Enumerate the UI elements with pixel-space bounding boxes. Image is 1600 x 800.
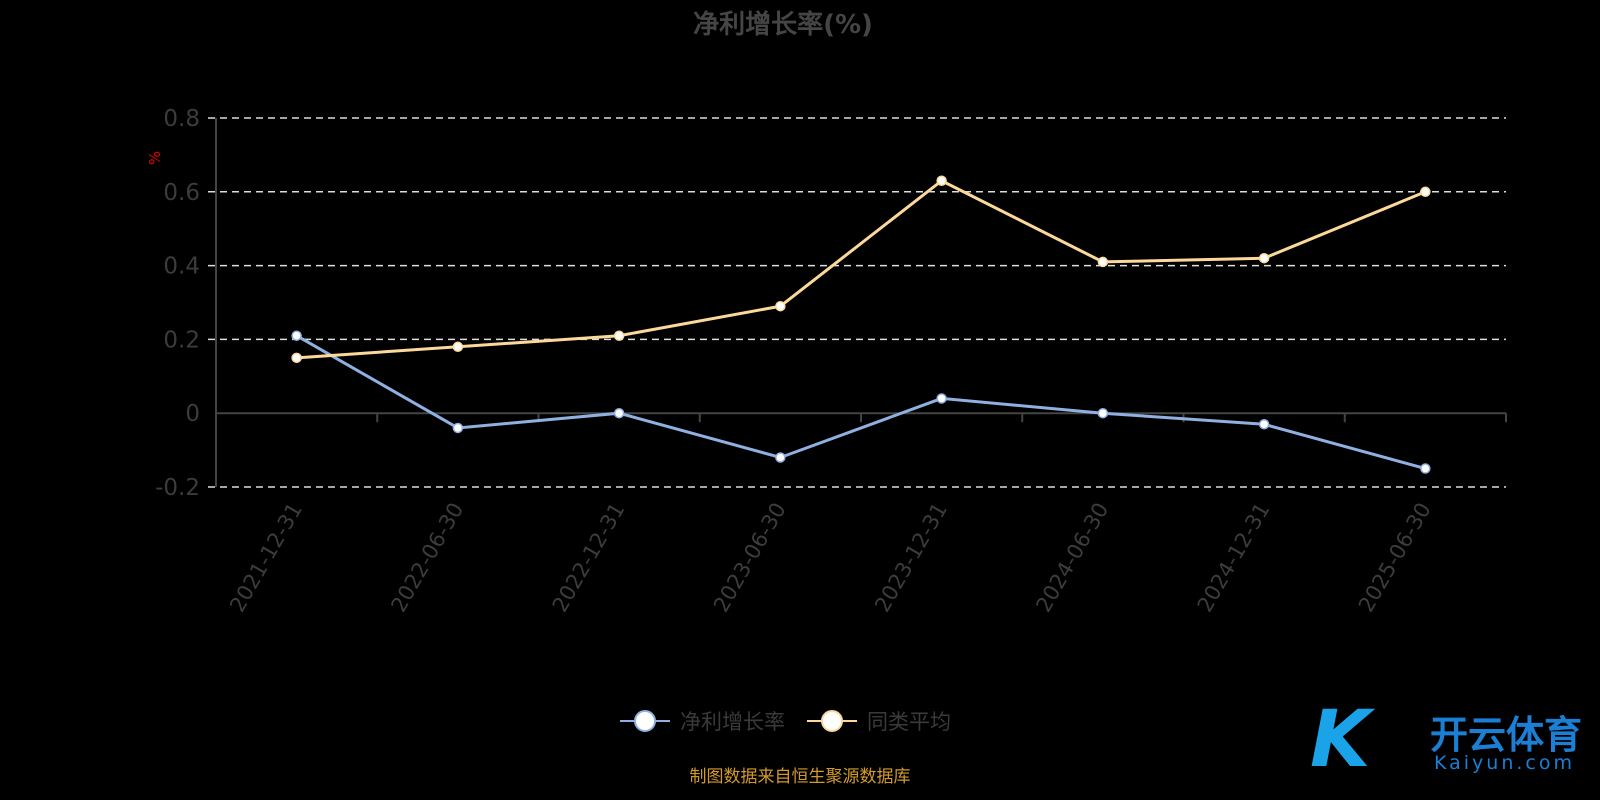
x-tick-label: 2024-06-30 [1031,499,1113,617]
data-point [1258,419,1270,430]
watermark-logo: K 开云体育 Kaiyun.com [1310,698,1590,788]
data-point [613,407,625,419]
data-point [613,330,625,341]
legend-label: 净利增长率 [680,710,785,734]
data-point [1097,407,1109,419]
data-point [775,452,786,463]
data-point [1258,252,1270,264]
data-point [1420,186,1431,198]
y-tick-label: -0.2 [155,475,200,501]
y-tick-label: 0.8 [163,106,200,132]
x-tick-label: 2022-12-31 [548,499,630,617]
series-line-2 [296,178,1426,360]
series-line-1 [295,334,1426,470]
data-point [291,352,302,364]
legend-label: 同类平均 [867,710,951,734]
data-point [936,175,947,186]
y-tick-label: 0.6 [163,180,200,206]
legend: 净利增长率 同类平均 [620,706,951,736]
legend-marker-icon [620,710,670,732]
data-point [936,393,947,404]
x-tick-label: 2022-06-30 [386,499,468,617]
legend-marker-icon [807,710,857,732]
data-source-note: 制图数据来自恒生聚源数据库 [689,767,911,787]
x-tick-label: 2023-12-31 [870,499,952,617]
data-point [775,300,786,312]
logo-k-icon: K [1310,695,1371,785]
x-tick-label: 2024-12-31 [1193,499,1275,617]
chart-title: 净利增长率(%) [693,10,873,40]
logo-text-en: Kaiyun.com [1434,752,1575,774]
data-point [291,330,302,341]
x-tick-label: 2021-12-31 [225,499,307,617]
data-point [452,341,464,353]
y-tick-label: 0 [185,401,200,427]
data-point [1420,463,1431,474]
y-tick-label: 0.2 [163,327,200,353]
data-point [1097,256,1109,268]
legend-item-peer-average[interactable]: 同类平均 [807,706,951,736]
x-tick-label: 2025-06-30 [1354,499,1436,617]
x-tick-label: 2023-06-30 [709,499,791,617]
legend-item-net-profit-growth[interactable]: 净利增长率 [620,706,785,736]
logo-text-cn: 开云体育 [1430,713,1583,757]
y-axis-unit-label: % [146,151,164,165]
y-tick-label: 0.4 [163,254,200,280]
data-point [452,422,464,434]
